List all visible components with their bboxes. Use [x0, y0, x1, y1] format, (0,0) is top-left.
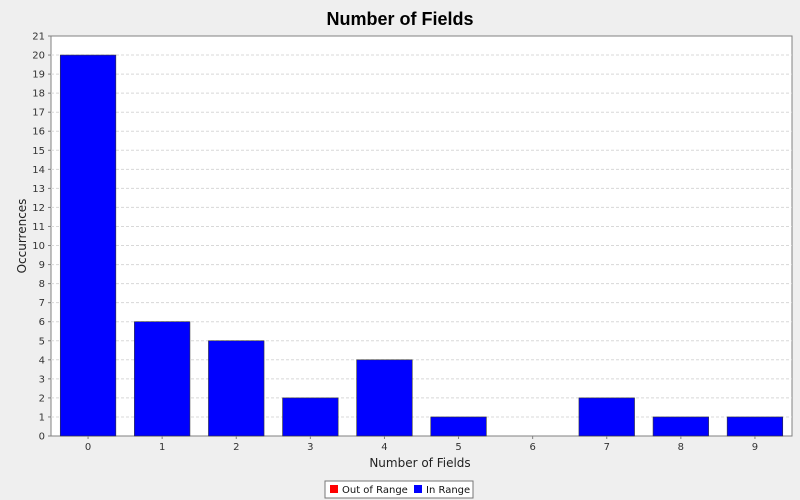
gridlines	[51, 54, 792, 418]
y-tick-label: 5	[39, 336, 45, 347]
x-tick-label: 0	[85, 442, 91, 453]
x-axis-ticks: 0 1 2 3 4 5 6 7 8 9	[85, 436, 758, 453]
y-tick-label: 2	[39, 393, 45, 404]
y-tick-label: 8	[39, 279, 45, 290]
x-tick-label: 4	[381, 442, 387, 453]
bar-in-range-2	[208, 340, 265, 437]
bar-in-range-8	[652, 416, 709, 437]
y-tick-label: 1	[39, 412, 45, 423]
x-tick-label: 2	[233, 442, 239, 453]
y-tick-label: 13	[32, 184, 45, 195]
y-tick-label: 3	[39, 374, 45, 385]
legend-swatch-out-of-range	[330, 485, 338, 493]
x-tick-label: 7	[604, 442, 610, 453]
x-axis-label: Number of Fields	[369, 456, 470, 470]
y-tick-label: 21	[32, 32, 45, 43]
bar-in-range-0	[59, 54, 117, 437]
bar-in-range-5	[430, 416, 487, 437]
y-tick-label: 10	[32, 241, 45, 252]
legend-label-out-of-range: Out of Range	[342, 485, 408, 496]
x-tick-label: 6	[529, 442, 535, 453]
y-tick-label: 6	[39, 317, 45, 328]
x-tick-label: 5	[455, 442, 461, 453]
bar-in-range-9	[726, 416, 784, 437]
legend-label-in-range: In Range	[426, 485, 470, 496]
y-tick-label: 16	[32, 127, 45, 138]
y-tick-label: 19	[32, 70, 45, 81]
y-tick-label: 18	[32, 89, 45, 100]
y-tick-label: 9	[39, 260, 45, 271]
x-tick-label: 9	[752, 442, 758, 453]
bar-in-range-3	[282, 397, 339, 437]
y-tick-label: 14	[32, 165, 45, 176]
y-tick-label: 15	[32, 146, 45, 157]
legend-box	[324, 480, 474, 499]
y-tick-label: 17	[32, 108, 45, 119]
y-axis-label: Occurrences	[15, 199, 29, 274]
legend-swatch-in-range	[414, 485, 422, 493]
bars	[59, 54, 784, 437]
x-tick-label: 8	[678, 442, 684, 453]
bar-in-range-7	[578, 397, 635, 437]
y-tick-label: 11	[32, 222, 45, 233]
x-tick-label: 3	[307, 442, 313, 453]
legend: Out of Range In Range	[324, 480, 474, 499]
bar-in-range-4	[356, 359, 413, 437]
y-tick-label: 0	[39, 432, 45, 443]
x-tick-label: 1	[159, 442, 165, 453]
y-tick-label: 4	[39, 355, 45, 366]
bar-in-range-1	[134, 321, 191, 437]
chart-title: Number of Fields	[326, 9, 473, 29]
y-tick-label: 7	[39, 298, 45, 309]
y-tick-label: 20	[32, 51, 45, 62]
y-tick-label: 12	[32, 203, 45, 214]
